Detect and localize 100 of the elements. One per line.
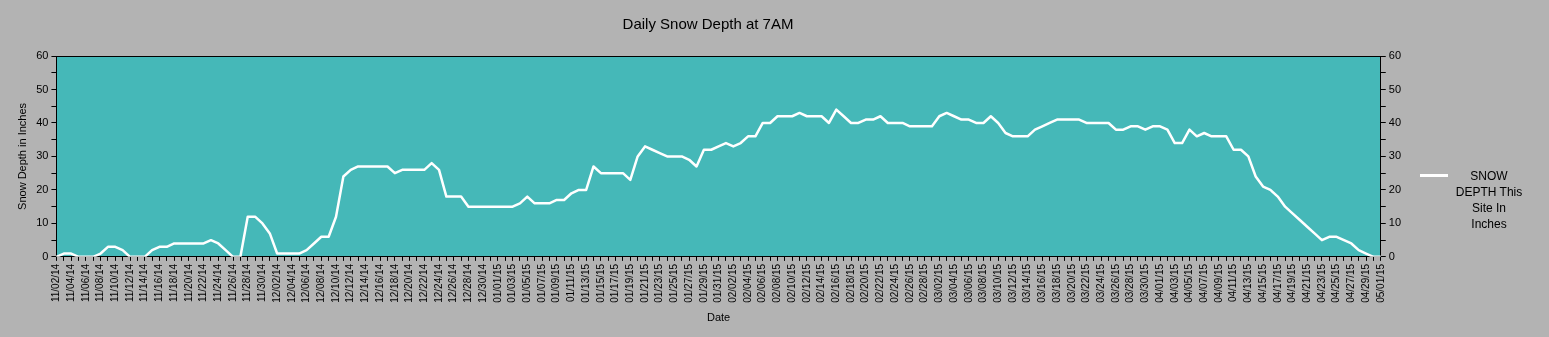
x-tick-label: 03/30/15 bbox=[1139, 263, 1151, 303]
x-tick-label: 12/04/14 bbox=[285, 263, 297, 303]
x-tick-label: 02/14/15 bbox=[815, 263, 827, 303]
x-tick-label: 12/22/14 bbox=[418, 263, 430, 303]
x-tick-label: 03/10/15 bbox=[991, 263, 1003, 303]
x-tick-label: 03/04/15 bbox=[947, 263, 959, 303]
y2-tick-label: 0 bbox=[1388, 249, 1395, 262]
x-tick-label: 03/16/15 bbox=[1036, 263, 1048, 303]
x-tick-label: 01/05/15 bbox=[521, 263, 533, 303]
y2-tick-label: 10 bbox=[1388, 216, 1402, 229]
x-tick-label: 12/16/14 bbox=[373, 263, 385, 303]
x-tick-label: 11/14/14 bbox=[138, 263, 150, 303]
x-tick-label: 01/21/15 bbox=[638, 263, 650, 303]
x-tick-label: 03/22/15 bbox=[1080, 263, 1092, 303]
x-tick-label: 01/19/15 bbox=[624, 263, 636, 303]
x-tick-label: 02/10/15 bbox=[785, 263, 797, 303]
x-tick-label: 04/05/15 bbox=[1183, 263, 1195, 303]
x-tick-label: 11/16/14 bbox=[153, 263, 165, 303]
x-tick-label: 02/04/15 bbox=[741, 263, 753, 303]
x-tick-label: 01/25/15 bbox=[668, 263, 680, 303]
x-tick-label: 11/20/14 bbox=[182, 263, 194, 303]
x-tick-label: 12/02/14 bbox=[270, 263, 282, 303]
x-tick-label: 04/25/15 bbox=[1330, 263, 1342, 303]
x-tick-label: 01/09/15 bbox=[550, 263, 562, 303]
x-tick-label: 03/12/15 bbox=[1006, 263, 1018, 303]
x-tick-label: 02/08/15 bbox=[771, 263, 783, 303]
x-tick-label: 11/28/14 bbox=[241, 263, 253, 303]
x-tick-label: 01/15/15 bbox=[594, 263, 606, 303]
y2-tick-label: 40 bbox=[1388, 115, 1402, 128]
x-tick-label: 04/21/15 bbox=[1300, 263, 1312, 303]
x-tick-label: 11/02/14 bbox=[50, 263, 62, 303]
x-tick-label: 02/22/15 bbox=[874, 263, 886, 303]
x-tick-label: 02/20/15 bbox=[859, 263, 871, 303]
y2-tick-label: 50 bbox=[1388, 82, 1402, 95]
x-tick-label: 01/31/15 bbox=[712, 263, 724, 303]
x-tick-label: 12/24/14 bbox=[432, 263, 444, 303]
x-tick-label: 12/12/14 bbox=[344, 263, 356, 303]
y-tick-label: 30 bbox=[36, 149, 49, 162]
x-tick-label: 03/20/15 bbox=[1065, 263, 1077, 303]
x-axis-title: Date bbox=[706, 311, 731, 324]
legend-label: SNOW DEPTH This Site In Inches bbox=[1454, 168, 1524, 232]
x-tick-label: 01/27/15 bbox=[682, 263, 694, 303]
x-tick-label: 02/18/15 bbox=[844, 263, 856, 303]
x-tick-label: 04/23/15 bbox=[1315, 263, 1327, 303]
x-tick-label: 02/24/15 bbox=[888, 263, 900, 303]
x-tick-label: 04/11/15 bbox=[1227, 263, 1239, 303]
y2-tick-label: 30 bbox=[1388, 149, 1402, 162]
x-tick-label: 01/07/15 bbox=[535, 263, 547, 303]
x-tick-label: 12/06/14 bbox=[300, 263, 312, 303]
x-tick-label: 03/06/15 bbox=[962, 263, 974, 303]
x-tick-label: 02/26/15 bbox=[903, 263, 915, 303]
x-tick-label: 03/18/15 bbox=[1050, 263, 1062, 303]
x-tick-label: 02/06/15 bbox=[756, 263, 768, 303]
x-tick-label: 11/22/14 bbox=[197, 263, 209, 303]
x-tick-label: 11/10/14 bbox=[109, 263, 121, 303]
x-tick-label: 11/04/14 bbox=[64, 263, 76, 303]
x-tick-label: 11/24/14 bbox=[212, 263, 224, 303]
x-tick-label: 12/20/14 bbox=[403, 263, 415, 303]
x-tick-label: 01/23/15 bbox=[653, 263, 665, 303]
x-tick-label: 11/18/14 bbox=[167, 263, 179, 303]
chart-title: Daily Snow Depth at 7AM bbox=[622, 15, 794, 33]
x-tick-label: 04/01/15 bbox=[1153, 263, 1165, 303]
x-tick-label: 11/30/14 bbox=[256, 263, 268, 303]
x-tick-label: 01/13/15 bbox=[579, 263, 591, 303]
x-tick-label: 11/12/14 bbox=[123, 263, 135, 303]
x-tick-label: 04/03/15 bbox=[1168, 263, 1180, 303]
x-tick-label: 04/09/15 bbox=[1212, 263, 1224, 303]
x-tick-label: 01/17/15 bbox=[609, 263, 621, 303]
y2-tick-label: 60 bbox=[1388, 49, 1402, 62]
x-tick-label: 12/14/14 bbox=[359, 263, 371, 303]
x-tick-label: 12/08/14 bbox=[315, 263, 327, 303]
x-tick-label: 11/08/14 bbox=[94, 263, 106, 303]
x-tick-label: 02/28/15 bbox=[918, 263, 930, 303]
x-tick-label: 04/15/15 bbox=[1256, 263, 1268, 303]
x-tick-label: 04/19/15 bbox=[1286, 263, 1298, 303]
x-tick-label: 01/01/15 bbox=[491, 263, 503, 303]
x-tick-label: 01/29/15 bbox=[697, 263, 709, 303]
x-tick-label: 04/29/15 bbox=[1359, 263, 1371, 303]
x-tick-label: 12/18/14 bbox=[388, 263, 400, 303]
x-tick-label: 02/16/15 bbox=[830, 263, 842, 303]
x-tick-label: 01/03/15 bbox=[506, 263, 518, 303]
y-tick-label: 50 bbox=[36, 82, 49, 95]
x-tick-label: 04/13/15 bbox=[1242, 263, 1254, 303]
x-tick-label: 03/24/15 bbox=[1094, 263, 1106, 303]
x-tick-label: 12/10/14 bbox=[329, 263, 341, 303]
x-tick-label: 11/26/14 bbox=[226, 263, 238, 303]
y-axis-title: Snow Depth in Inches bbox=[15, 102, 28, 210]
x-tick-label: 04/07/15 bbox=[1197, 263, 1209, 303]
y-tick-label: 0 bbox=[42, 249, 49, 262]
x-tick-label: 03/26/15 bbox=[1109, 263, 1121, 303]
x-tick-label: 02/02/15 bbox=[727, 263, 739, 303]
y-tick-label: 20 bbox=[36, 182, 49, 195]
x-tick-label: 03/28/15 bbox=[1124, 263, 1136, 303]
x-tick-label: 04/27/15 bbox=[1345, 263, 1357, 303]
x-tick-label: 12/26/14 bbox=[447, 263, 459, 303]
x-tick-label: 02/12/15 bbox=[800, 263, 812, 303]
x-tick-label: 03/08/15 bbox=[977, 263, 989, 303]
y2-tick-label: 20 bbox=[1388, 182, 1402, 195]
y-tick-label: 60 bbox=[36, 49, 49, 62]
x-tick-label: 11/06/14 bbox=[79, 263, 91, 303]
